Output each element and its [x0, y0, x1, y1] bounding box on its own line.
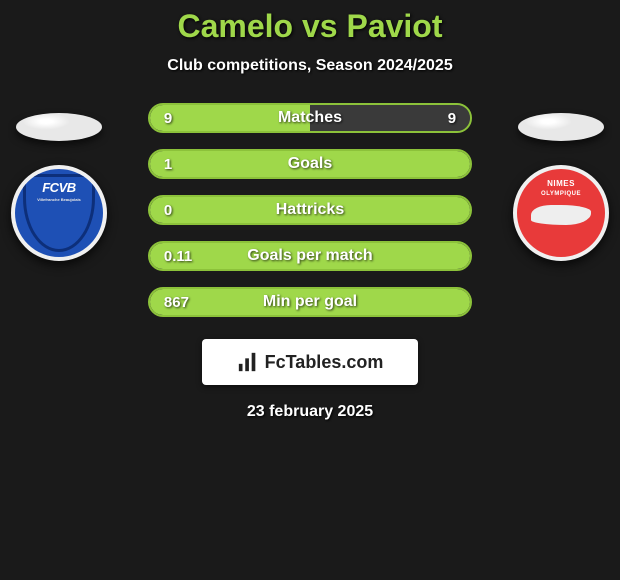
right-crest-sub: OLYMPIQUE	[541, 191, 581, 197]
stat-bars: 9Matches9 1Goals 0Hattricks 0.11Goals per m…	[148, 103, 472, 317]
subtitle: Club competitions, Season 2024/2025	[167, 57, 452, 75]
crocodile-icon	[531, 205, 591, 225]
right-crest-arc: NIMES OLYMPIQUE	[517, 179, 605, 197]
stat-label: Goals	[150, 155, 470, 173]
left-oval	[16, 113, 102, 141]
right-column: NIMES OLYMPIQUE	[502, 103, 620, 261]
left-crest-sub: Villefranche Beaujolais	[37, 197, 81, 202]
stat-label: Goals per match	[150, 247, 470, 265]
left-team-crest: FCVB Villefranche Beaujolais	[11, 165, 107, 261]
right-oval	[518, 113, 604, 141]
left-crest-text: FCVB	[42, 180, 75, 195]
right-team-crest: NIMES OLYMPIQUE	[513, 165, 609, 261]
stat-bar-hattricks: 0Hattricks	[148, 195, 472, 225]
right-crest-arc-text: NIMES	[547, 179, 575, 188]
page-title: Camelo vs Paviot	[178, 8, 443, 45]
shield-icon: FCVB Villefranche Beaujolais	[23, 174, 95, 252]
stat-label: Matches	[150, 109, 470, 127]
stat-bar-matches: 9Matches9	[148, 103, 472, 133]
stat-value-right: 9	[448, 110, 456, 127]
watermark-text: FcTables.com	[265, 352, 384, 373]
date-label: 23 february 2025	[247, 403, 373, 421]
bar-chart-icon	[237, 351, 259, 373]
stat-label: Min per goal	[150, 293, 470, 311]
left-column: FCVB Villefranche Beaujolais	[0, 103, 118, 261]
infographic-root: Camelo vs Paviot Club competitions, Seas…	[0, 0, 620, 421]
stat-bar-goals: 1Goals	[148, 149, 472, 179]
stat-bar-min-per-goal: 867Min per goal	[148, 287, 472, 317]
stat-bar-goals-per-match: 0.11Goals per match	[148, 241, 472, 271]
stat-label: Hattricks	[150, 201, 470, 219]
stats-area: FCVB Villefranche Beaujolais 9Matches9 1G…	[0, 103, 620, 317]
watermark-badge: FcTables.com	[202, 339, 418, 385]
